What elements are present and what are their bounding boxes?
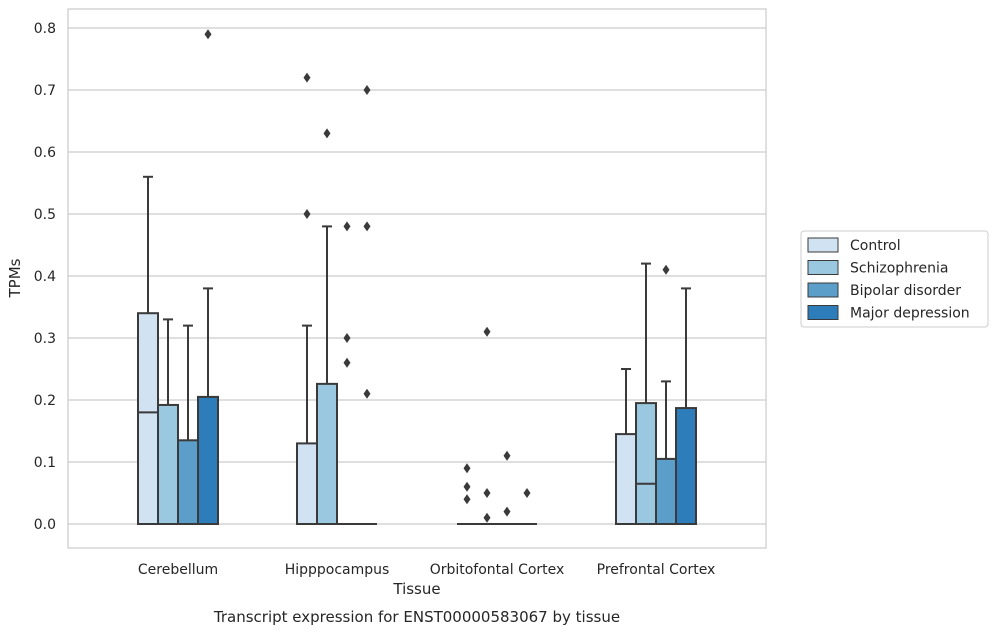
box-body [197, 395, 219, 525]
box-body [675, 407, 697, 525]
chart-caption: Transcript expression for ENST0000058306… [213, 608, 620, 626]
outlier-point [483, 326, 491, 337]
box-element [357, 85, 377, 525]
y-tick-label: 0.5 [34, 207, 56, 223]
x-tick-label: Prefrontal Cortex [597, 562, 716, 578]
box-body [137, 312, 159, 526]
y-axis-title: TPMs [6, 258, 24, 298]
outlier-point [343, 221, 351, 232]
x-tick-label: Hipppocampus [285, 562, 390, 578]
outlier-point [503, 450, 511, 461]
legend-label: Major depression [850, 306, 970, 322]
outlier-point [463, 494, 471, 505]
box-element [517, 488, 537, 525]
legend-label: Schizophrenia [850, 261, 948, 277]
box-body [296, 442, 318, 525]
outlier-point [303, 72, 311, 83]
outlier-point [463, 481, 471, 492]
outlier-point [343, 357, 351, 368]
legend-label: Bipolar disorder [850, 283, 961, 299]
legend-label: Control [850, 238, 901, 254]
outlier-point [204, 29, 212, 40]
outlier-point [483, 488, 491, 498]
box-body [635, 402, 657, 526]
y-tick-label: 0.1 [34, 455, 56, 471]
outlier-point [662, 264, 670, 275]
outlier-point [343, 333, 351, 343]
box-body [177, 439, 199, 525]
x-axis-ticks: Cerebellum Hipppocampus Orbitofontal Corte… [138, 562, 715, 578]
box-element [157, 318, 179, 525]
box-element [675, 287, 697, 525]
box-body [316, 382, 338, 525]
outlier-point [503, 506, 511, 517]
x-axis-title: Tissue [392, 580, 440, 598]
box-element [337, 221, 357, 525]
box-body [655, 457, 677, 525]
legend: Control Schizophrenia Bipolar disorder Majo… [800, 230, 989, 328]
x-tick-label: Cerebellum [138, 562, 218, 578]
y-tick-label: 0.8 [34, 21, 56, 37]
box-body [615, 433, 637, 526]
box-element [197, 29, 219, 525]
outlier-point [363, 85, 371, 95]
y-tick-label: 0.7 [34, 83, 56, 99]
box-element [615, 368, 637, 526]
outlier-point [523, 488, 531, 498]
box-element [316, 128, 338, 525]
outlier-point [323, 128, 331, 139]
plot-frame [67, 8, 767, 549]
legend-swatch [807, 282, 839, 298]
outlier-point [363, 221, 371, 232]
y-axis-ticks: 0.0 0.1 0.2 0.3 0.4 0.5 0.6 0.7 0.8 [34, 21, 56, 533]
legend-swatch [807, 237, 839, 253]
box-element [477, 326, 497, 525]
box-element [296, 72, 318, 525]
boxes [137, 29, 697, 526]
box-element [655, 264, 677, 525]
outlier-point [463, 463, 471, 474]
legend-swatch [807, 260, 839, 275]
outlier-point [303, 209, 311, 219]
box-element [457, 463, 477, 525]
legend-frame [800, 230, 989, 328]
box-element [137, 175, 159, 526]
x-tick-label: Orbitofontal Cortex [430, 562, 565, 578]
legend-swatch [807, 305, 839, 320]
y-tick-label: 0.0 [34, 517, 56, 533]
box-element [497, 450, 517, 525]
box-body [157, 403, 179, 525]
outlier-point [483, 512, 491, 523]
y-tick-label: 0.2 [34, 393, 56, 409]
y-tick-label: 0.6 [34, 145, 56, 161]
y-tick-label: 0.4 [34, 269, 56, 285]
outlier-point [363, 388, 371, 399]
y-tick-label: 0.3 [34, 331, 56, 347]
